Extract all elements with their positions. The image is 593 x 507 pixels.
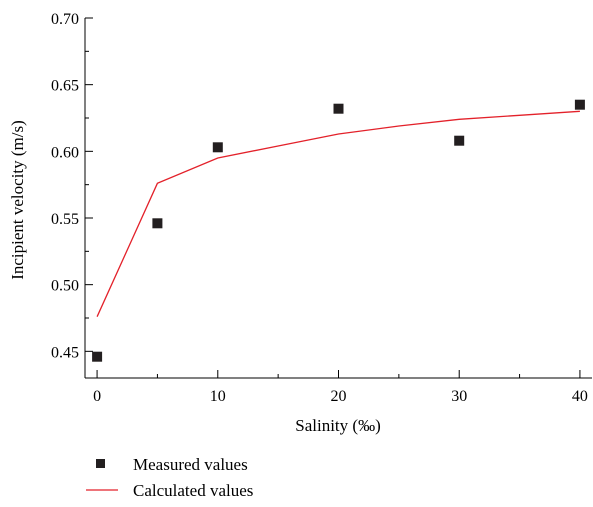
measured-value-point bbox=[212, 142, 223, 153]
y-tick-label: 0.55 bbox=[51, 211, 79, 228]
measured-value-point bbox=[333, 103, 344, 114]
y-tick-label: 0.70 bbox=[51, 11, 79, 28]
calculated-values-line bbox=[96, 110, 580, 317]
y-axis-label: Incipient velocity (m/s) bbox=[8, 120, 27, 280]
x-tick-label: 40 bbox=[572, 388, 588, 405]
x-tick-label: 30 bbox=[451, 388, 467, 405]
measured-value-point bbox=[92, 351, 103, 362]
y-tick-label: 0.45 bbox=[51, 344, 79, 361]
y-tick-label: 0.60 bbox=[51, 144, 79, 161]
measured-value-point bbox=[152, 218, 163, 229]
measured-value-point bbox=[454, 135, 465, 146]
measured-value-point bbox=[574, 99, 585, 110]
ticks-layer: 0 10 20 30 40 0.45 0.50 0.55 0.60 0.65 0.70 bbox=[51, 11, 588, 405]
legend-label-calculated: Calculated values bbox=[133, 481, 253, 500]
x-tick-label: 0 bbox=[93, 388, 101, 405]
legend: Measured values Calculated values bbox=[86, 455, 253, 500]
legend-marker-measured bbox=[96, 459, 105, 468]
y-tick-label: 0.50 bbox=[51, 278, 79, 295]
x-axis-label: Salinity (‰) bbox=[295, 416, 380, 435]
x-tick-label: 20 bbox=[331, 388, 347, 405]
y-tick-label: 0.65 bbox=[51, 78, 79, 95]
legend-label-measured: Measured values bbox=[133, 455, 248, 474]
series-layer bbox=[92, 99, 585, 362]
x-tick-label: 10 bbox=[210, 388, 226, 405]
axes-layer bbox=[84, 18, 592, 379]
